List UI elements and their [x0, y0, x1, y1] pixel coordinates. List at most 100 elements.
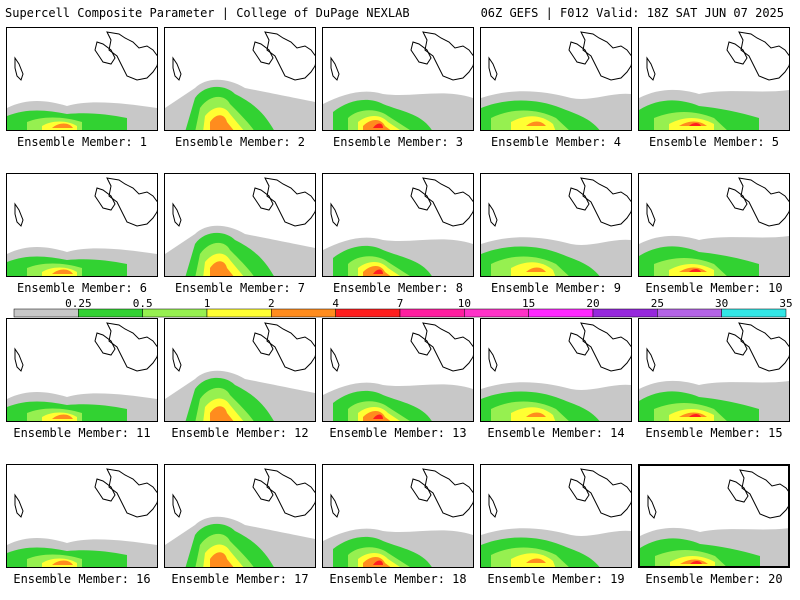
lake-outline [646, 56, 656, 81]
lake-outline [738, 177, 789, 227]
color-swatch [399, 308, 465, 318]
scp-contour-fill [373, 414, 383, 419]
ensemble-member-label: Ensemble Member: 6 [16, 281, 148, 295]
lake-outline [488, 347, 498, 372]
lake-outline [14, 202, 24, 227]
scp-map [323, 31, 473, 130]
ensemble-member-label: Ensemble Member: 9 [490, 281, 622, 295]
scp-contour-fill [52, 560, 73, 565]
lake-outline [14, 347, 24, 372]
lake-outline [422, 31, 473, 81]
lake-outline [172, 56, 182, 81]
ensemble-member-label: Ensemble Member: 15 [645, 426, 783, 440]
scp-contour-fill [690, 561, 702, 564]
scp-contour-fill [52, 414, 73, 419]
lake-outline [264, 31, 315, 81]
lake-outline [410, 478, 432, 502]
ensemble-panel-18 [322, 464, 474, 568]
lake-outline [410, 187, 432, 211]
ensemble-member-label: Ensemble Member: 10 [645, 281, 783, 295]
lake-outline [726, 41, 748, 65]
ensemble-panel-5 [638, 27, 790, 131]
scp-map [639, 322, 789, 421]
scp-contour-fill [210, 115, 234, 130]
ensemble-panel-16 [6, 464, 158, 568]
color-swatch [721, 308, 787, 318]
scp-map [323, 177, 473, 276]
ensemble-panel-20 [638, 464, 790, 568]
lake-outline [252, 187, 274, 211]
ensemble-panel-3 [322, 27, 474, 131]
lake-outline [94, 187, 116, 211]
scp-map [323, 468, 473, 567]
lake-outline [646, 347, 656, 372]
threshold-label: 2 [268, 297, 275, 310]
threshold-label: 10 [457, 297, 471, 310]
scp-contour-fill [526, 412, 546, 417]
lake-outline [422, 468, 473, 518]
ensemble-member-label: Ensemble Member: 12 [171, 426, 309, 440]
scp-contour-fill [52, 123, 73, 128]
color-swatch [78, 308, 143, 318]
scp-map [481, 31, 631, 130]
ensemble-member-label: Ensemble Member: 16 [13, 572, 151, 586]
ensemble-member-label: Ensemble Member: 17 [171, 572, 309, 586]
lake-outline [264, 468, 315, 518]
ensemble-panel-14 [480, 318, 632, 422]
ensemble-panel-15 [638, 318, 790, 422]
ensemble-member-label: Ensemble Member: 3 [332, 135, 464, 149]
threshold-label: 0.5 [132, 297, 153, 310]
lake-outline [172, 202, 182, 227]
ensemble-panel-12 [164, 318, 316, 422]
threshold-label: 1 [203, 297, 211, 310]
lake-outline [488, 493, 498, 518]
scp-map [165, 177, 315, 276]
ensemble-panel-2 [164, 27, 316, 131]
lake-outline [252, 41, 274, 65]
header: Supercell Composite Parameter | College … [0, 0, 800, 22]
product-title: Supercell Composite Parameter | College … [5, 6, 410, 20]
lake-outline [14, 56, 24, 81]
lake-outline [94, 332, 116, 356]
lake-outline [580, 322, 631, 372]
ensemble-panel-10 [638, 173, 790, 277]
scp-map [165, 322, 315, 421]
lake-outline [488, 202, 498, 227]
lake-outline [330, 493, 340, 518]
lake-outline [422, 322, 473, 372]
scp-map [481, 322, 631, 421]
ensemble-panel-1 [6, 27, 158, 131]
scp-map [481, 177, 631, 276]
ensemble-member-label: Ensemble Member: 14 [487, 426, 625, 440]
lake-outline [568, 332, 590, 356]
lake-outline [106, 177, 157, 227]
scp-contour-fill [210, 261, 234, 276]
lake-outline [488, 56, 498, 81]
lake-outline [106, 468, 157, 518]
lake-outline [410, 41, 432, 65]
lake-outline [14, 493, 24, 518]
scp-contour-fill [373, 123, 383, 128]
scp-contour-fill [526, 267, 546, 272]
scp-contour-fill [526, 558, 546, 563]
color-swatch [335, 308, 401, 318]
scp-contour-fill [373, 269, 383, 274]
color-swatch [657, 308, 722, 318]
color-swatch [206, 308, 272, 318]
lake-outline [410, 332, 432, 356]
scp-contour-fill [689, 269, 701, 272]
lake-outline [739, 469, 788, 519]
lake-outline [264, 322, 315, 372]
lake-outline [646, 202, 656, 227]
ensemble-member-label: Ensemble Member: 7 [174, 281, 306, 295]
ensemble-member-label: Ensemble Member: 5 [648, 135, 780, 149]
threshold-label: 20 [586, 297, 600, 310]
lake-outline [106, 322, 157, 372]
scp-map [639, 177, 789, 276]
ensemble-panel-11 [6, 318, 158, 422]
scp-map [7, 177, 157, 276]
threshold-label: 35 [779, 297, 793, 310]
lake-outline [330, 56, 340, 81]
scp-map [7, 31, 157, 130]
ensemble-member-label: Ensemble Member: 2 [174, 135, 306, 149]
